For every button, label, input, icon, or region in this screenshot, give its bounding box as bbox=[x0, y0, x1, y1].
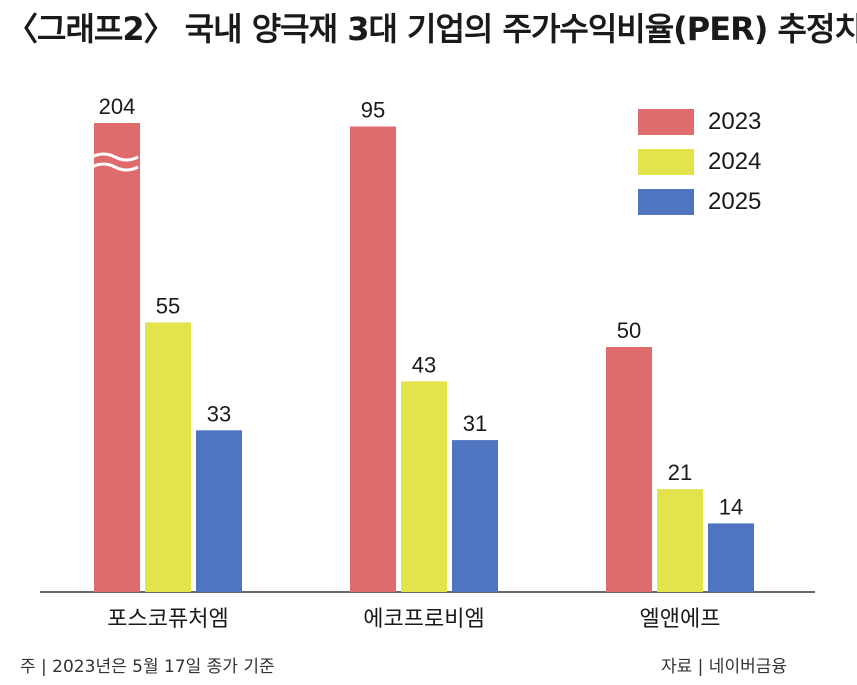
category-label-2: 엘앤에프 bbox=[640, 607, 721, 632]
legend-label: 2024 bbox=[708, 148, 762, 175]
bar-2024-1 bbox=[401, 381, 447, 592]
data-label-2025-0: 33 bbox=[207, 401, 231, 426]
bar-2024-0 bbox=[145, 322, 191, 592]
bar-2025-2 bbox=[708, 523, 754, 592]
legend: 2023 2024 2025 bbox=[638, 102, 761, 222]
data-label-2024-0: 55 bbox=[156, 294, 180, 319]
legend-swatch bbox=[638, 149, 694, 175]
data-label-2023-0: 204 bbox=[99, 94, 136, 119]
data-label-2025-1: 31 bbox=[463, 411, 487, 436]
footnote: 주 | 2023년은 5월 17일 종가 기준 bbox=[20, 657, 275, 677]
legend-swatch bbox=[638, 109, 694, 135]
legend-item-2025: 2025 bbox=[638, 182, 761, 222]
bar-2023-1 bbox=[350, 126, 396, 592]
data-label-2025-2: 14 bbox=[719, 494, 743, 519]
data-label-2023-1: 95 bbox=[361, 98, 385, 123]
legend-item-2024: 2024 bbox=[638, 142, 761, 182]
legend-swatch bbox=[638, 189, 694, 215]
bar-2025-1 bbox=[452, 440, 498, 592]
bar-2023-0 bbox=[94, 123, 140, 592]
legend-item-2023: 2023 bbox=[638, 102, 761, 142]
bar-2025-0 bbox=[196, 430, 242, 592]
bar-2024-2 bbox=[657, 489, 703, 592]
axis-break-mark-1 bbox=[91, 162, 139, 172]
chart-title: 〈그래프2〉 국내 양극재 3대 기업의 주가수익비율(PER) 추정치 bbox=[6, 10, 857, 48]
data-label-2024-2: 21 bbox=[668, 460, 692, 485]
legend-label: 2023 bbox=[708, 108, 762, 135]
data-label-2023-2: 50 bbox=[617, 318, 641, 343]
category-label-0: 포스코퓨처엠 bbox=[107, 607, 228, 632]
category-label-1: 에코프로비엠 bbox=[363, 607, 484, 632]
source-note: 자료 | 네이버금융 bbox=[660, 657, 787, 677]
bar-2023-2 bbox=[606, 347, 652, 592]
axis-break-mark-0 bbox=[91, 152, 139, 162]
legend-label: 2025 bbox=[708, 188, 762, 215]
data-label-2024-1: 43 bbox=[412, 352, 436, 377]
